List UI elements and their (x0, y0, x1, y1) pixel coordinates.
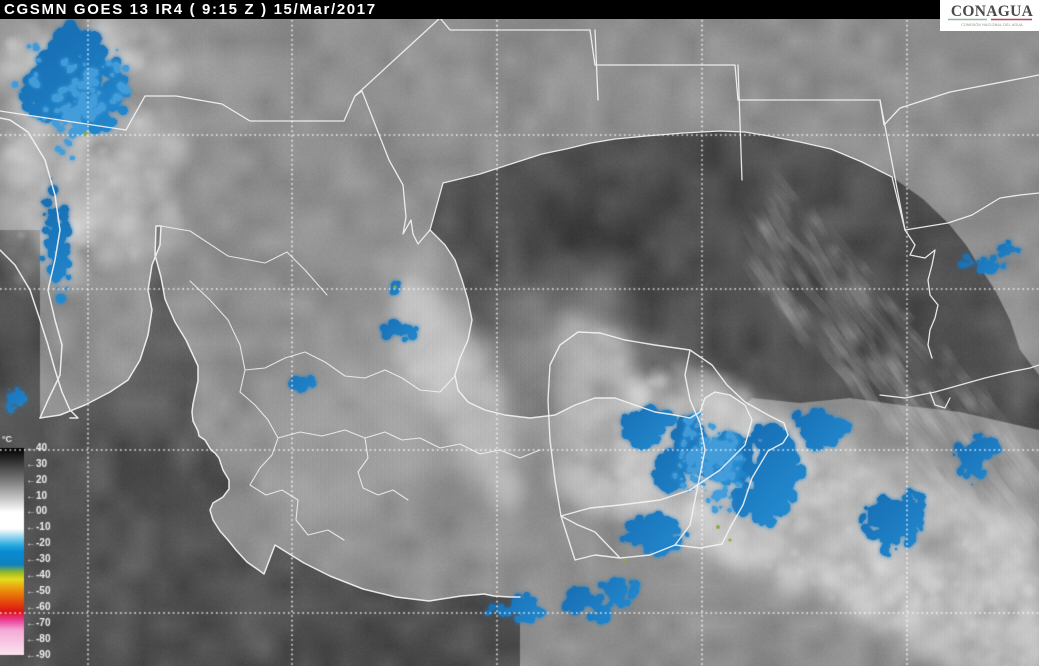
svg-text:CONAGUA: CONAGUA (951, 3, 1034, 20)
svg-text:COMISIÓN NACIONAL DEL AGUA: COMISIÓN NACIONAL DEL AGUA (961, 22, 1023, 27)
